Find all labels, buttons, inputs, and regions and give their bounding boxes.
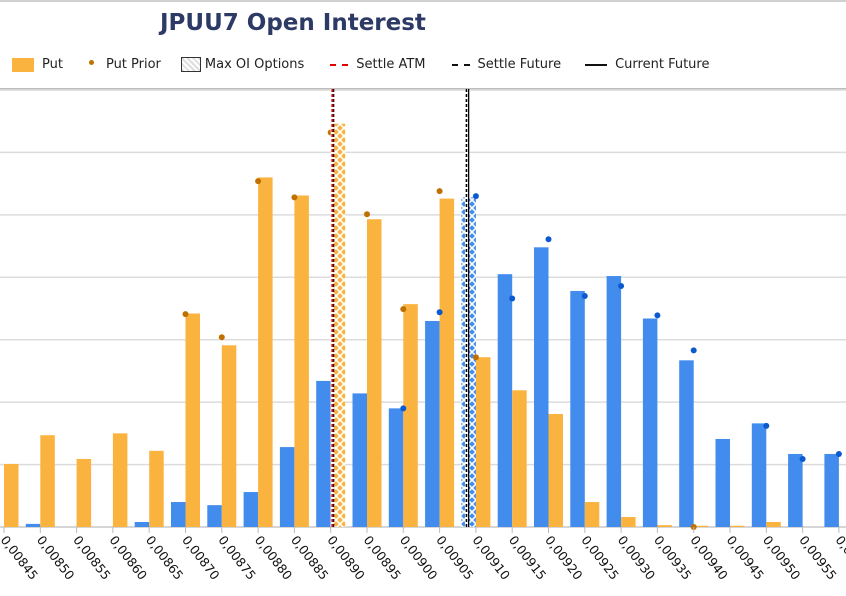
put-bar[interactable] [76, 458, 92, 527]
call-bar[interactable] [824, 453, 839, 527]
put-bar[interactable] [766, 522, 781, 527]
put-bar[interactable] [512, 390, 527, 527]
call-prior-dot[interactable] [690, 347, 697, 354]
put-bar[interactable] [475, 357, 491, 527]
put-bar[interactable] [4, 463, 19, 527]
put-swatch [12, 57, 34, 72]
put-prior-dot[interactable] [182, 311, 189, 318]
put-prior-dot[interactable] [255, 178, 262, 185]
chart-title: JPUU7 Open Interest [160, 10, 426, 36]
put-prior-dot[interactable] [364, 211, 370, 218]
dot-icon [88, 60, 94, 65]
call-bar[interactable] [207, 505, 222, 527]
put-bar[interactable] [185, 313, 201, 527]
legend-label: Settle Future [477, 57, 562, 72]
put-bar[interactable] [439, 198, 455, 527]
put-prior-dot[interactable] [400, 306, 407, 313]
put-prior-dot[interactable] [436, 188, 443, 195]
put-prior-dot[interactable] [472, 354, 479, 361]
put-bar[interactable] [294, 195, 309, 528]
call-prior-dot[interactable] [581, 293, 588, 300]
call-bar[interactable] [279, 447, 295, 527]
call-prior-dot[interactable] [509, 295, 516, 302]
legend-put[interactable]: Put [12, 57, 63, 72]
legend-settle-atm[interactable]: Settle ATM [330, 57, 426, 72]
call-prior-dot[interactable] [472, 193, 479, 200]
put-bar[interactable] [693, 525, 709, 527]
put-bar[interactable] [657, 525, 672, 527]
dashed-line-icon [330, 63, 349, 66]
call-bar[interactable] [134, 522, 150, 527]
call-prior-dot[interactable] [654, 312, 661, 319]
call-bar[interactable] [751, 423, 767, 527]
legend-put-prior[interactable]: Put Prior [83, 57, 161, 72]
legend: Put Put Prior Max OI Options Settle ATM … [12, 57, 729, 72]
put-bar[interactable] [330, 123, 346, 527]
call-prior-dot[interactable] [763, 422, 770, 429]
put-bar[interactable] [730, 525, 745, 527]
call-bar[interactable] [570, 291, 585, 527]
put-bar[interactable] [221, 345, 237, 527]
put-bar[interactable] [40, 435, 55, 527]
call-prior-dot[interactable] [400, 405, 407, 412]
put-prior-dot[interactable] [291, 194, 298, 201]
put-bar[interactable] [548, 414, 564, 527]
dashed-line-icon [451, 63, 470, 66]
put-bar[interactable] [367, 219, 382, 527]
legend-label: Current Future [615, 57, 710, 72]
call-prior-dot[interactable] [799, 455, 806, 462]
put-bar[interactable] [149, 450, 164, 527]
legend-max-oi[interactable]: Max OI Options [180, 57, 305, 72]
legend-label: Max OI Options [204, 57, 305, 72]
call-prior-dot[interactable] [545, 236, 552, 243]
legend-current-future[interactable]: Current Future [585, 57, 709, 72]
legend-label: Settle ATM [356, 57, 426, 72]
call-bar[interactable] [425, 320, 440, 527]
call-bar[interactable] [497, 274, 513, 527]
legend-label: Put Prior [105, 57, 161, 72]
call-bar[interactable] [606, 276, 622, 527]
call-bar[interactable] [715, 438, 731, 527]
solid-line-icon [585, 63, 608, 66]
call-bar[interactable] [352, 393, 368, 527]
put-bar[interactable] [258, 177, 273, 527]
put-bar[interactable] [584, 502, 600, 527]
call-bar[interactable] [642, 318, 658, 527]
put-prior-dot[interactable] [218, 334, 225, 341]
legend-label: Put [42, 57, 63, 72]
put-bar[interactable] [403, 304, 418, 527]
call-bar[interactable] [679, 360, 694, 527]
legend-settle-future[interactable]: Settle Future [451, 57, 562, 72]
call-bar[interactable] [171, 502, 186, 527]
call-prior-dot[interactable] [835, 450, 842, 457]
call-bar[interactable] [534, 247, 549, 527]
top-border [0, 0, 846, 2]
call-prior-dot[interactable] [436, 309, 443, 316]
hatch-icon [180, 57, 201, 72]
call-prior-dot[interactable] [618, 283, 625, 290]
put-bar[interactable] [621, 517, 636, 527]
call-bar[interactable] [25, 523, 41, 527]
call-bar[interactable] [316, 380, 331, 527]
call-bar[interactable] [388, 408, 404, 527]
put-bar[interactable] [112, 433, 128, 527]
call-bar[interactable] [243, 492, 259, 527]
call-bar[interactable] [788, 453, 803, 527]
